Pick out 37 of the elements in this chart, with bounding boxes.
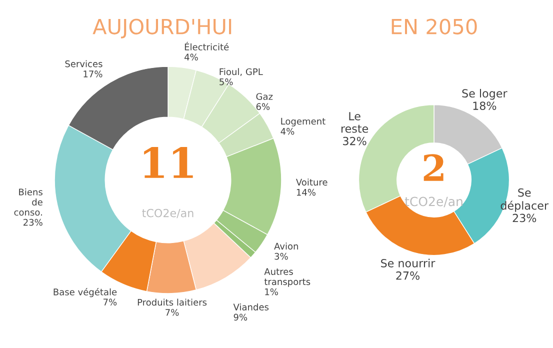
slice-label: Fioul, GPL <box>220 68 263 76</box>
data-label: 14% <box>296 188 316 196</box>
text: 11 <box>144 146 193 178</box>
data-label: 7% <box>104 298 117 306</box>
text: 2 <box>424 154 444 181</box>
data-label: 1% <box>265 288 278 296</box>
slice-label: Électricité <box>184 42 229 50</box>
slice-label: Logement <box>281 118 326 126</box>
data-label: 32% <box>343 136 366 146</box>
data-label: 4% <box>184 54 198 60</box>
slice-label: Se loger <box>462 88 508 100</box>
text: tCO2e/an <box>142 208 194 218</box>
chart-title: EN 2050 <box>392 18 477 34</box>
slice-label: Biens de conso. <box>14 188 42 216</box>
data-label: 4% <box>280 128 294 135</box>
data-label: 5% <box>220 78 233 86</box>
data-label: 23% <box>512 214 536 222</box>
data-label: 9% <box>234 314 248 321</box>
slice-label: Avion <box>274 242 298 250</box>
slice-label: Viandes <box>233 303 269 310</box>
slice-label: Gaz <box>256 93 273 100</box>
slice-label: Services <box>65 60 102 68</box>
data-label: 18% <box>473 102 496 110</box>
slice-label: Voiture <box>296 178 328 186</box>
text: tCO2e/an <box>404 196 462 208</box>
data-label: 6% <box>256 103 270 110</box>
data-label: 7% <box>166 308 179 316</box>
slice-label: Produits laitiers <box>138 298 207 306</box>
slice-label: Autres transports <box>264 268 310 287</box>
chart-title: AUJOURD'HUI <box>92 18 232 38</box>
slice-label: Base végétale <box>54 288 117 298</box>
data-label: 23% <box>24 218 42 226</box>
data-label: 27% <box>396 271 420 280</box>
data-label: 17% <box>84 70 102 78</box>
data-label: 3% <box>274 252 288 260</box>
slice-label: Se nourrir <box>381 258 436 268</box>
slice-label: Le reste <box>341 112 368 133</box>
